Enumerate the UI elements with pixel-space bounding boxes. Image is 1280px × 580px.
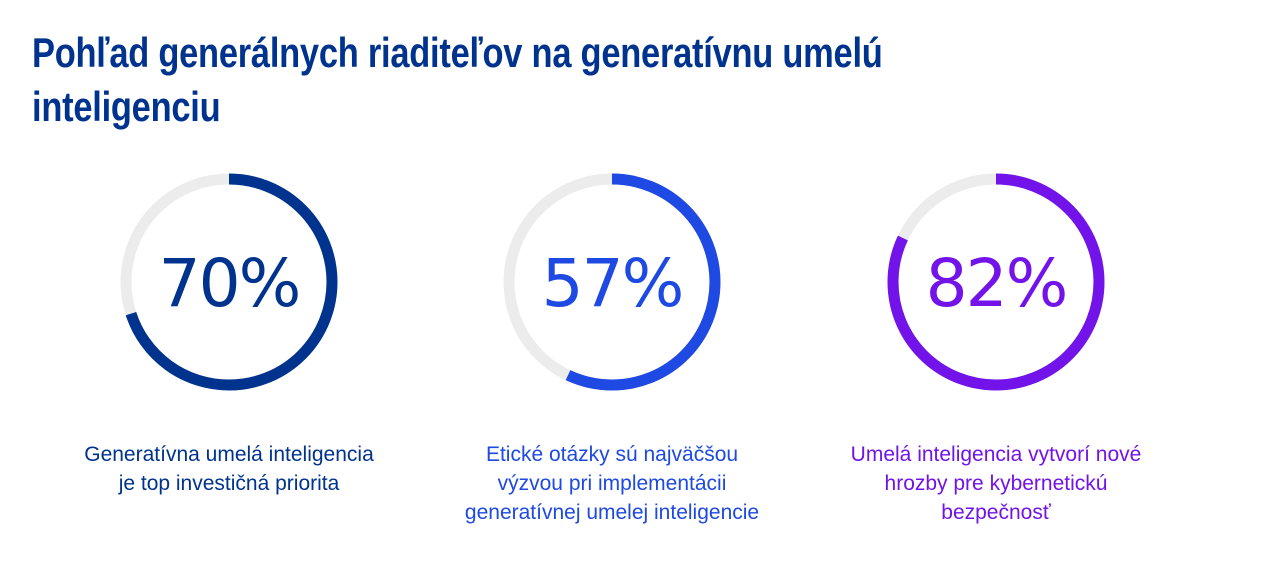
- donut-caption-line: Generatívna umelá inteligencia: [84, 443, 374, 466]
- donut-caption-line: Etické otázky sú najväčšou: [485, 443, 739, 466]
- page-title-line-1: Pohľad generálnych riaditeľov na generat…: [32, 29, 883, 76]
- donut-caption: Etické otázky sú najväčšou výzvou pri imp…: [422, 440, 802, 527]
- donut-chart-2: [503, 173, 721, 391]
- donut-caption-line: výzvou pri implementácii: [497, 472, 727, 495]
- donut-caption-line: generatívnej umelej inteligencie: [464, 501, 760, 524]
- donut-percent-label: 57%: [541, 245, 685, 322]
- donut-percent-label: 82%: [925, 245, 1069, 322]
- donut-caption-line: bezpečnosť: [941, 501, 1051, 524]
- donut-chart-1: [120, 173, 338, 391]
- donut-caption: Generatívna umelá inteligencia je top inv…: [39, 440, 419, 498]
- page-title: Pohľad generálnych riaditeľov na generat…: [32, 26, 950, 134]
- donut-percent-label: 70%: [158, 245, 302, 322]
- donut-caption: Umelá inteligencia vytvorí nové hrozby pr…: [806, 440, 1186, 527]
- donut-caption-line: hrozby pre kybernetickú: [884, 472, 1108, 495]
- donut-value-arc: [503, 173, 721, 391]
- donut-caption-line: Umelá inteligencia vytvorí nové: [850, 443, 1142, 466]
- donut-caption-line: je top investičná priorita: [118, 472, 340, 495]
- donut-value-arc: [120, 173, 338, 391]
- page-title-line-2: inteligenciu: [32, 83, 221, 130]
- donut-chart-3: [887, 173, 1105, 391]
- donut-value-arc: [887, 173, 1105, 391]
